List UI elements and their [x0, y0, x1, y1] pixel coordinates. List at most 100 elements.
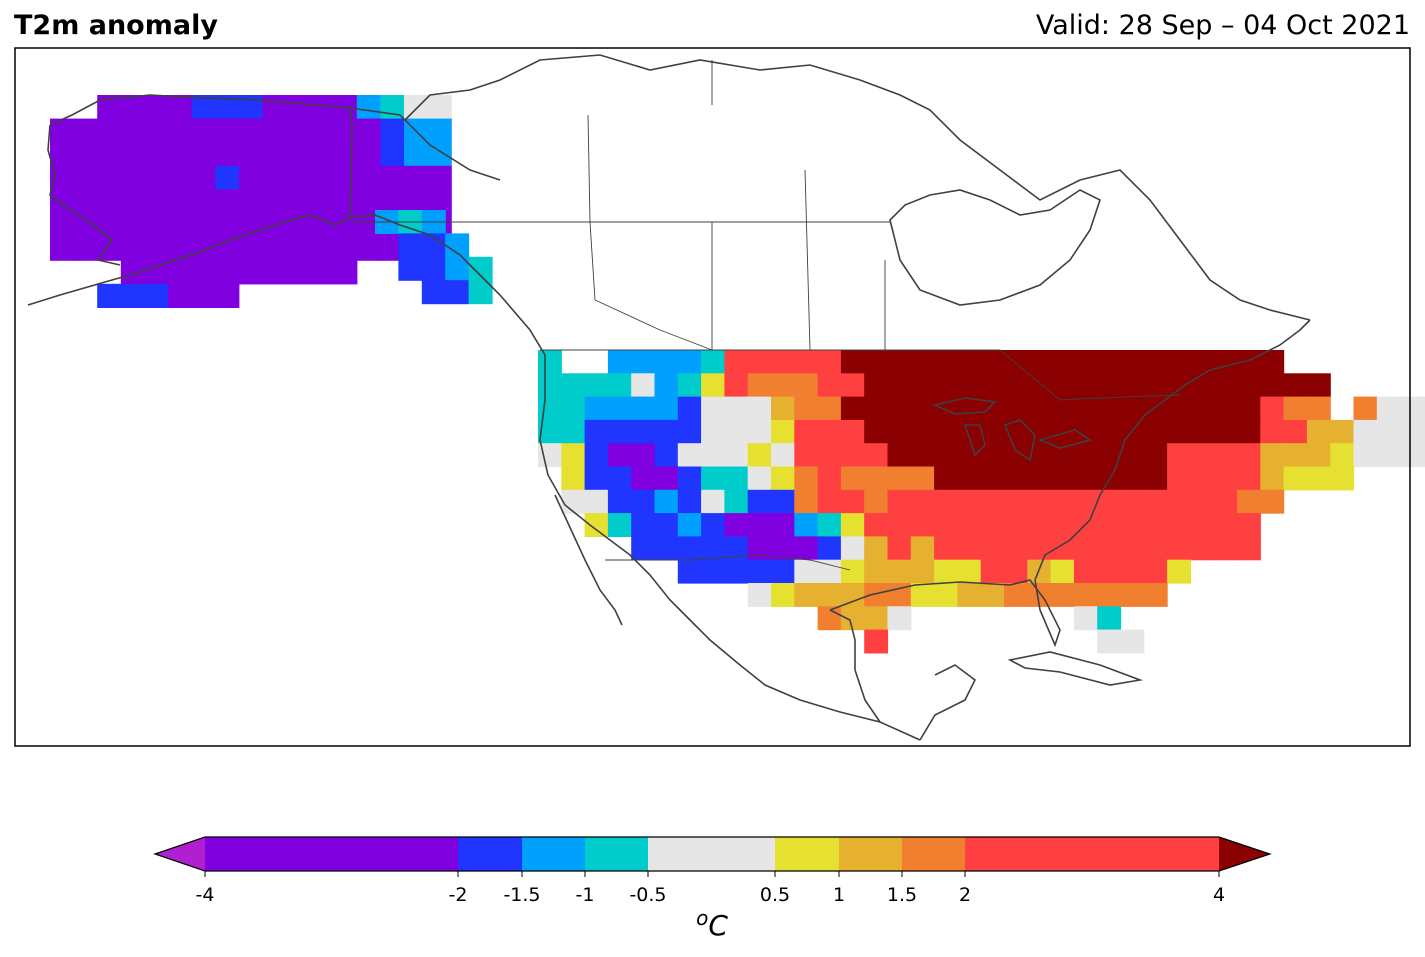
- anomaly-cell: [584, 513, 609, 537]
- anomaly-cell: [864, 606, 889, 631]
- anomaly-cell: [380, 118, 405, 143]
- anomaly-cell: [864, 583, 889, 607]
- anomaly-cell: [1097, 443, 1122, 468]
- anomaly-cell: [747, 419, 772, 444]
- anomaly-cell: [356, 118, 381, 143]
- anomaly-cell: [191, 165, 216, 190]
- anomaly-cell: [191, 118, 216, 143]
- anomaly-cell: [1050, 350, 1075, 374]
- anomaly-cell: [631, 489, 656, 514]
- anomaly-cell: [1120, 513, 1145, 537]
- anomaly-cell: [380, 189, 405, 214]
- anomaly-cell: [1306, 373, 1331, 398]
- anomaly-cell: [333, 260, 358, 285]
- anomaly-cell: [957, 466, 982, 491]
- anomaly-cell: [398, 256, 423, 281]
- anomaly-cell: [427, 165, 452, 190]
- anomaly-cell: [538, 419, 562, 444]
- anomaly-cell: [286, 189, 311, 214]
- anomaly-cell: [445, 280, 470, 305]
- anomaly-cell: [1004, 536, 1028, 561]
- anomaly-cell: [980, 559, 1005, 584]
- anomaly-cell: [333, 165, 358, 190]
- anomaly-cell: [584, 419, 609, 444]
- colorbar-bin: [205, 837, 458, 871]
- anomaly-cell: [794, 559, 819, 584]
- anomaly-cell: [1167, 513, 1191, 537]
- anomaly-cell: [144, 118, 169, 143]
- anomaly-cell: [356, 165, 381, 190]
- anomaly-cell: [1237, 536, 1261, 561]
- anomaly-cell: [1050, 466, 1075, 491]
- anomaly-cell: [794, 489, 819, 514]
- anomaly-cell: [356, 142, 381, 167]
- anomaly-cell: [607, 513, 632, 537]
- anomaly-cell: [724, 559, 749, 584]
- anomaly-cell: [1190, 513, 1215, 537]
- anomaly-cell: [1376, 396, 1401, 421]
- anomaly-cell: [654, 373, 679, 398]
- anomaly-cell: [1143, 443, 1168, 468]
- anomaly-cell: [607, 373, 632, 398]
- anomaly-cell: [238, 142, 263, 167]
- anomaly-cell: [168, 142, 193, 167]
- anomaly-cell: [724, 466, 749, 491]
- anomaly-cell: [607, 396, 632, 421]
- anomaly-cell: [864, 536, 889, 561]
- anomaly-cell: [1330, 466, 1355, 491]
- anomaly-cell: [1167, 373, 1191, 398]
- anomaly-cell: [840, 350, 865, 374]
- anomaly-cell: [724, 513, 749, 537]
- anomaly-cell: [1306, 419, 1331, 444]
- anomaly-cell: [701, 419, 725, 444]
- anomaly-cell: [747, 373, 772, 398]
- anomaly-cell: [215, 213, 240, 238]
- anomaly-cell: [538, 443, 562, 468]
- anomaly-cell: [864, 443, 889, 468]
- anomaly-cell: [584, 373, 609, 398]
- anomaly-cell: [864, 466, 889, 491]
- anomaly-cell: [144, 283, 169, 308]
- anomaly-cell: [771, 396, 795, 421]
- anomaly-cell: [701, 559, 725, 584]
- anomaly-cell: [238, 118, 263, 143]
- anomaly-cell: [286, 95, 311, 120]
- anomaly-cell: [1306, 396, 1331, 421]
- anomaly-cell: [864, 396, 889, 421]
- anomaly-cell: [840, 419, 865, 444]
- anomaly-cell: [1237, 350, 1261, 374]
- anomaly-cell: [724, 443, 749, 468]
- anomaly-cell: [1073, 466, 1098, 491]
- anomaly-cell: [1143, 373, 1168, 398]
- anomaly-cell: [654, 536, 679, 561]
- anomaly-cell: [120, 118, 145, 143]
- anomaly-cell: [398, 233, 423, 258]
- anomaly-cell: [1097, 606, 1122, 631]
- anomaly-cell: [144, 165, 169, 190]
- anomaly-cell: [631, 396, 656, 421]
- anomaly-cell: [1120, 396, 1145, 421]
- anomaly-cell: [957, 513, 982, 537]
- anomaly-cell: [1097, 350, 1122, 374]
- anomaly-cell: [910, 466, 935, 491]
- anomaly-cell: [934, 419, 958, 444]
- anomaly-cell: [701, 373, 725, 398]
- anomaly-cell: [631, 536, 656, 561]
- anomaly-cell: [677, 466, 702, 491]
- anomaly-cell: [1260, 489, 1285, 514]
- colorbar-tick-label: -1: [576, 884, 595, 906]
- anomaly-cell: [817, 559, 842, 584]
- anomaly-cell: [538, 373, 562, 398]
- anomaly-cell: [747, 513, 772, 537]
- anomaly-cell: [724, 489, 749, 514]
- coastlines: [27, 54, 1311, 741]
- anomaly-cell: [191, 213, 216, 238]
- anomaly-cell: [191, 142, 216, 167]
- anomaly-cell: [404, 95, 429, 120]
- anomaly-cell: [1004, 443, 1028, 468]
- anomaly-map: [14, 47, 1425, 747]
- anomaly-cell: [1050, 513, 1075, 537]
- anomaly-cell: [864, 373, 889, 398]
- anomaly-cell: [262, 95, 287, 120]
- anomaly-cell: [724, 350, 749, 374]
